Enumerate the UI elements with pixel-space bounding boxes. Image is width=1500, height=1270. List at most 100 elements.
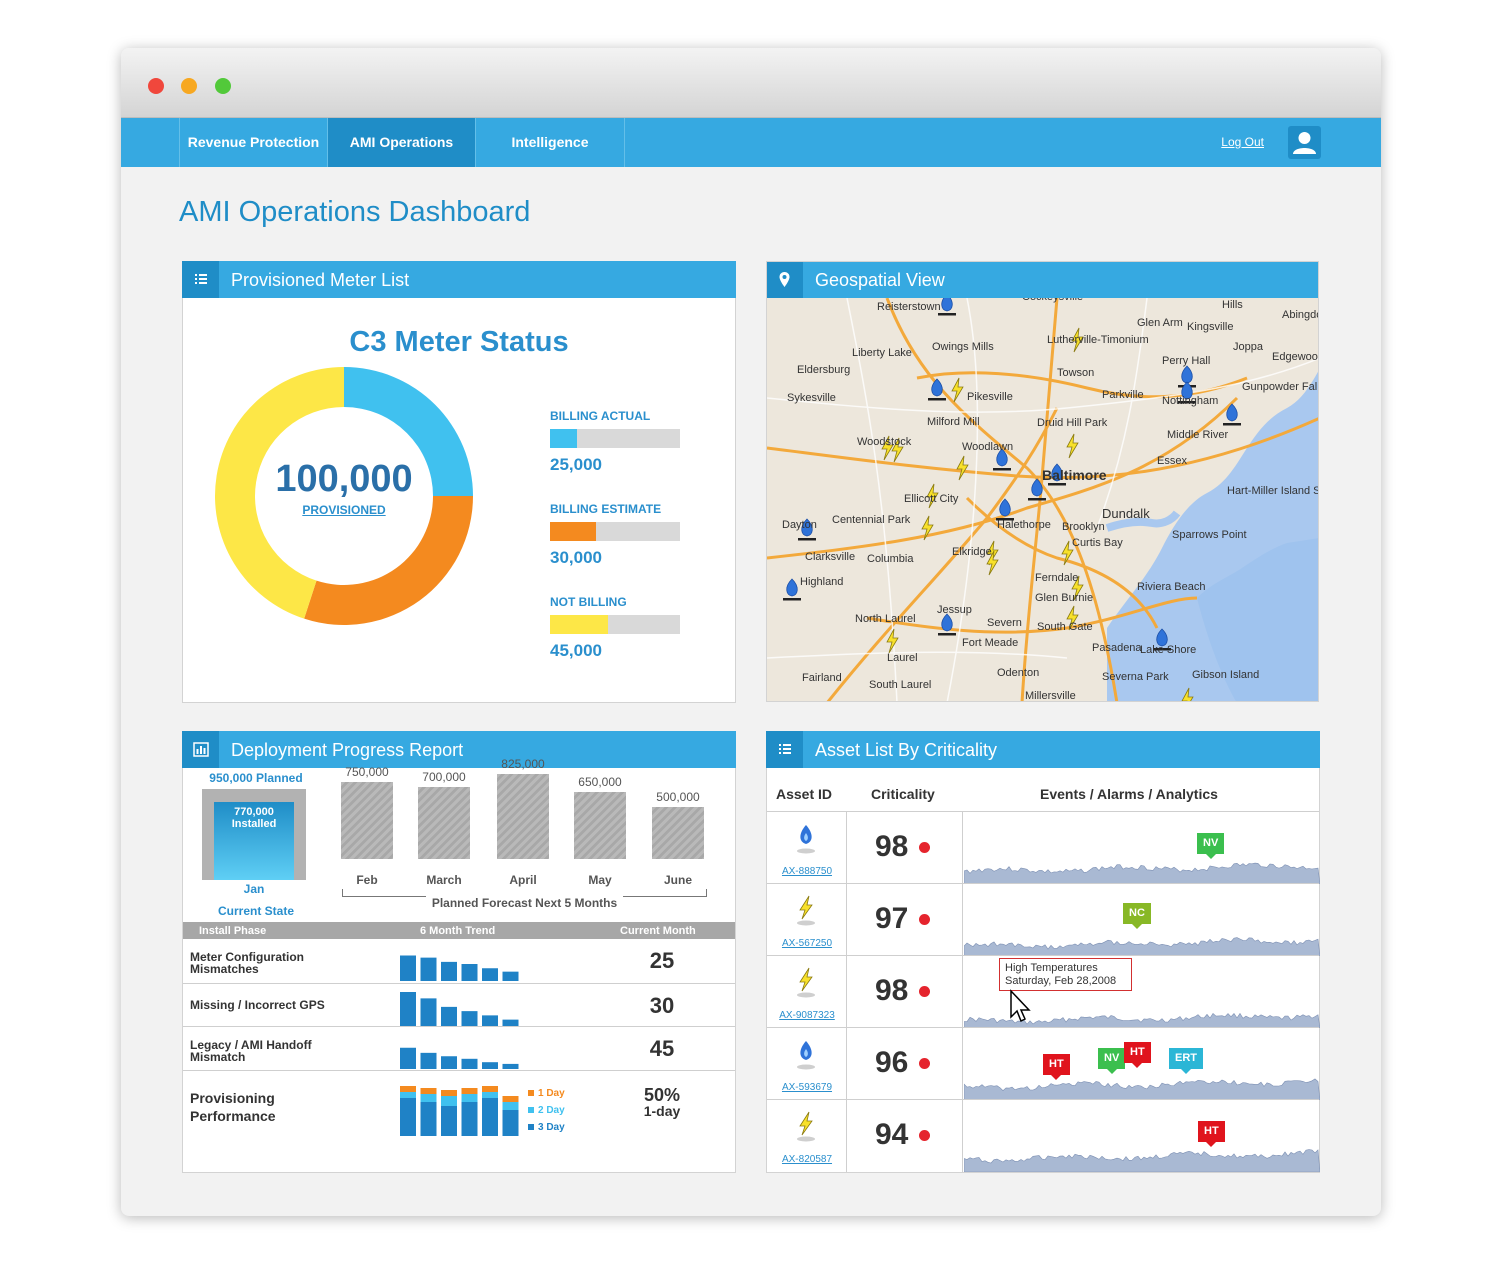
close-window-button[interactable]: [148, 78, 164, 94]
stack-segment: [420, 1102, 437, 1136]
event-tag-ert[interactable]: ERT: [1169, 1048, 1203, 1074]
gas-meter-marker[interactable]: [1178, 381, 1196, 404]
trend-chart: [400, 992, 519, 1026]
panel-title: Provisioned Meter List: [231, 270, 410, 290]
gas-meter-marker[interactable]: [1153, 628, 1171, 651]
electric-meter-marker[interactable]: [1066, 433, 1079, 459]
electric-meter-marker[interactable]: [1071, 327, 1084, 353]
map-place-label: Nottingham: [1162, 395, 1218, 407]
gas-meter-marker[interactable]: [993, 448, 1011, 471]
logout-link[interactable]: Log Out: [1221, 135, 1264, 149]
event-tag-ht[interactable]: HT: [1043, 1054, 1070, 1080]
panel-header: Geospatial View: [767, 262, 1318, 298]
provisioned-link[interactable]: PROVISIONED: [302, 503, 386, 517]
trend-bar: [502, 1063, 519, 1069]
legend-value: 30,000: [550, 548, 602, 567]
electric-meter-marker[interactable]: [1181, 687, 1194, 702]
performance-legend: 1 Day 2 Day 3 Day: [528, 1088, 565, 1139]
electric-meter-marker[interactable]: [956, 455, 969, 481]
forecast-month: Feb: [356, 873, 378, 887]
asset-row[interactable]: AX-593679 96 HT NV HT ERT: [767, 1027, 1320, 1100]
electric-meter-marker[interactable]: [986, 550, 999, 576]
map-place-label: Edgewood: [1272, 351, 1319, 363]
legend-entry: 1 Day: [528, 1088, 565, 1105]
events-sparkline[interactable]: [964, 812, 1320, 884]
legend-billing-actual: BILLING ACTUAL 25,000: [550, 409, 690, 475]
gas-meter-marker[interactable]: [928, 378, 946, 401]
electric-meter-marker[interactable]: [921, 515, 934, 541]
current-state-label: Current State: [217, 904, 294, 918]
electric-meter-marker[interactable]: [1071, 575, 1084, 601]
event-tag-ht[interactable]: HT: [1124, 1042, 1151, 1068]
donut-slice: [215, 367, 344, 619]
event-tag-ht[interactable]: HT: [1198, 1121, 1225, 1147]
event-tag-nc[interactable]: NC: [1123, 903, 1151, 929]
electric-meter-marker[interactable]: [891, 437, 904, 463]
asset-id-cell: AX-820587: [767, 1100, 847, 1172]
electric-meter-marker[interactable]: [886, 628, 899, 654]
asset-row[interactable]: AX-888750 98 NV: [767, 811, 1320, 884]
baltimore-map[interactable]: Reisterstown Cockeysville Hills Glen Arm Kin…: [767, 298, 1319, 702]
minimize-window-button[interactable]: [181, 78, 197, 94]
tab-revenue-protection[interactable]: Revenue Protection: [179, 118, 327, 167]
map-place-label: Fort Meade: [962, 637, 1018, 649]
phase-table-header: Install Phase 6 Month Trend Current Mont…: [183, 922, 735, 939]
map-place-label: Gibson Island: [1192, 669, 1259, 681]
asset-id-link[interactable]: AX-888750: [781, 866, 833, 877]
asset-id-link[interactable]: AX-820587: [781, 1154, 833, 1165]
event-tag-nv[interactable]: NV: [1197, 833, 1225, 859]
gas-meter-marker[interactable]: [798, 518, 816, 541]
gas-meter-marker[interactable]: [783, 578, 801, 601]
gas-meter-marker[interactable]: [938, 298, 956, 316]
asset-row[interactable]: AX-567250 97 NC: [767, 883, 1320, 956]
events-sparkline[interactable]: [964, 884, 1320, 956]
electric-meter-marker[interactable]: [1066, 605, 1079, 631]
electric-meter-marker[interactable]: [951, 377, 964, 403]
trend-bar: [441, 961, 457, 981]
user-avatar-icon[interactable]: [1288, 126, 1321, 159]
trend-bar: [420, 1052, 437, 1069]
stack-segment: [420, 1094, 437, 1102]
maximize-window-button[interactable]: [215, 78, 231, 94]
gas-meter-marker[interactable]: [996, 498, 1014, 521]
map-place-label: Gunpowder Falls State Park: [1242, 381, 1319, 393]
electric-meter-marker[interactable]: [881, 435, 894, 461]
tab-ami-operations[interactable]: AMI Operations: [327, 118, 475, 167]
map-place-label: Highland: [800, 576, 843, 588]
electric-meter-marker[interactable]: [926, 483, 939, 509]
asset-id-cell: AX-888750: [767, 812, 847, 884]
map-place-label: Brooklyn: [1062, 521, 1105, 533]
phase-row: Legacy / AMI Handoff Mismatch 45: [183, 1027, 735, 1071]
asset-row[interactable]: AX-9087323 98 High Temperatures Saturday, F…: [767, 955, 1320, 1028]
electric-meter-icon: [797, 967, 815, 998]
electric-meter-marker[interactable]: [1061, 540, 1074, 566]
event-tag-nv[interactable]: NV: [1098, 1048, 1126, 1074]
gas-meter-marker[interactable]: [1028, 478, 1046, 501]
phase-current-value: 25: [649, 948, 675, 973]
asset-row[interactable]: AX-820587 94 HT: [767, 1099, 1320, 1172]
deployment-panel: Deployment Progress Report 950,000 Plann…: [182, 731, 736, 1173]
asset-id-link[interactable]: AX-593679: [781, 1082, 833, 1093]
col-six-month-trend: 6 Month Trend: [420, 925, 496, 937]
map-place-label: Woodstock: [857, 436, 912, 448]
map-place-label: Essex: [1157, 455, 1187, 467]
tab-intelligence[interactable]: Intelligence: [475, 118, 625, 167]
provisioned-meter-panel: Provisioned Meter List C3 Meter Status 1…: [182, 261, 736, 703]
phase-name: Missing / Incorrect GPS: [190, 998, 325, 1012]
stack-segment: [461, 1102, 478, 1136]
gas-meter-icon: [797, 1041, 815, 1070]
events-sparkline[interactable]: [964, 1028, 1320, 1100]
gas-meter-marker[interactable]: [1223, 403, 1241, 426]
legend-value: 25,000: [550, 455, 602, 474]
map-place-label: Abingdon: [1282, 309, 1319, 321]
gas-meter-marker[interactable]: [1048, 463, 1066, 486]
events-sparkline[interactable]: [964, 1100, 1320, 1172]
meter-status-title: C3 Meter Status: [349, 326, 569, 358]
asset-id-link[interactable]: AX-567250: [781, 938, 833, 949]
map-place-label: South Laurel: [869, 679, 931, 691]
performance-value: 50%: [643, 1085, 681, 1105]
asset-id-link[interactable]: AX-9087323: [779, 1010, 835, 1021]
gas-meter-marker[interactable]: [938, 613, 956, 636]
page-title: AMI Operations Dashboard: [179, 196, 531, 228]
map-place-label: Columbia: [867, 553, 914, 565]
